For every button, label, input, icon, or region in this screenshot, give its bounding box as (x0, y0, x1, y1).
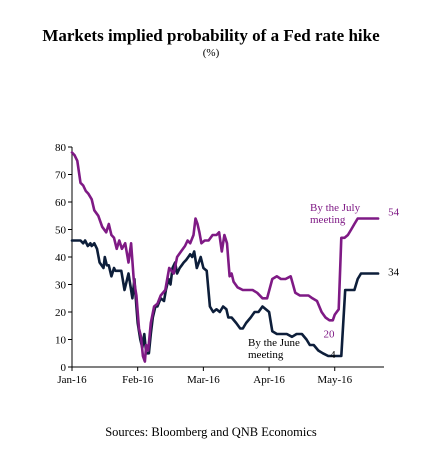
chart-subtitle: (%) (202, 47, 220, 59)
y-tick-label: 40 (55, 252, 67, 264)
x-tick-label: Mar-16 (187, 374, 220, 386)
chart-title: Markets implied probability of a Fed rat… (42, 26, 380, 45)
series-label: By the June (248, 337, 300, 349)
source-note: Sources: Bloomberg and QNB Economics (105, 425, 317, 439)
series-label: By the July (310, 202, 361, 214)
y-tick-label: 80 (55, 142, 67, 154)
y-tick-label: 50 (55, 225, 67, 237)
min-value-label: 4 (330, 349, 336, 361)
x-tick-label: Feb-16 (122, 374, 154, 386)
series-label: meeting (310, 214, 346, 226)
min-value-label: 20 (323, 328, 335, 340)
x-tick-label: May-16 (317, 374, 352, 386)
x-tick-label: Jan-16 (57, 374, 87, 386)
series-label: meeting (248, 349, 284, 361)
y-tick-label: 30 (55, 280, 67, 292)
series-line-july (70, 151, 380, 363)
y-tick-label: 60 (55, 197, 67, 209)
y-tick-label: 10 (55, 335, 67, 347)
y-tick-label: 20 (55, 307, 67, 319)
x-tick-label: Apr-16 (253, 374, 285, 386)
y-tick-label: 70 (55, 170, 67, 182)
series-line-june (70, 239, 380, 358)
end-value-label: 54 (388, 207, 400, 219)
y-tick-label: 0 (61, 362, 67, 374)
chart-series (70, 151, 380, 363)
end-value-label: 34 (388, 267, 400, 279)
chart-axes: 0 10 20 30 40 50 60 70 80 Jan-16 Feb-16 Mar-16 Apr-1… (55, 142, 384, 386)
